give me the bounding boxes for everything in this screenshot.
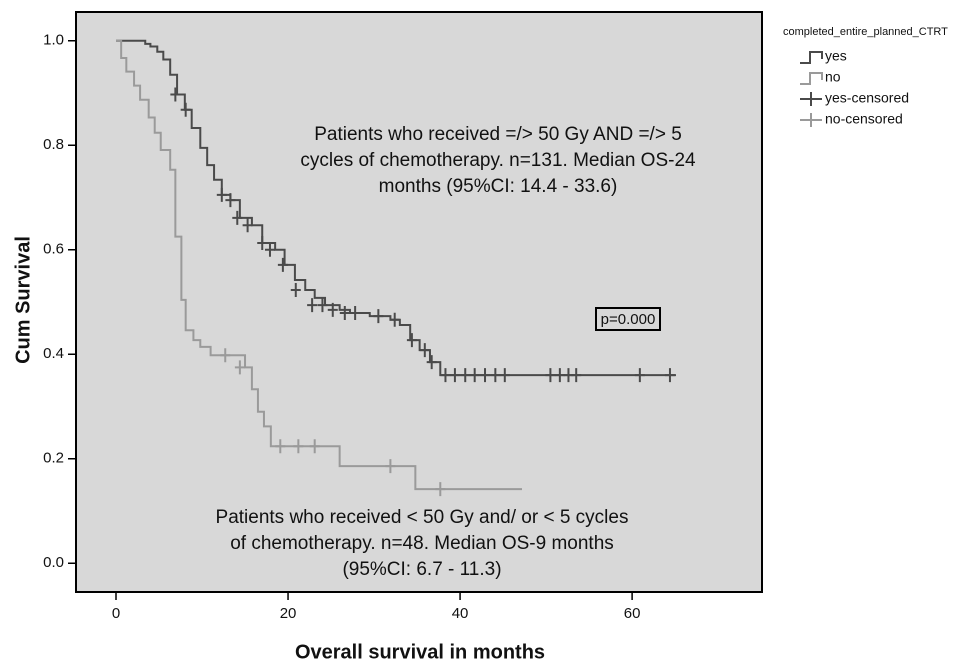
annotation: of chemotherapy. n=48. Median OS-9 month… [230,533,614,554]
censor-mark [180,102,191,117]
legend-symbol [800,51,823,64]
censor-mark [327,302,338,317]
censor-mark [225,193,236,208]
censor-mark [440,368,451,383]
censor-mark [317,298,328,313]
censor-mark [545,368,556,383]
plot-area [75,11,763,593]
p-box [595,307,661,331]
legend-title: completed_entire_planned_CTRT [783,26,948,38]
censor-mark [435,482,446,497]
legend-symbol [800,72,823,85]
annotation: cycles of chemotherapy. n=131. Median OS… [300,150,696,171]
y-tick-label: 0.4 [43,345,64,362]
y-tick-label: 0.6 [43,241,64,258]
censor-mark [406,333,417,348]
censor-mark [307,298,318,313]
x-tick-label: 40 [452,605,469,622]
censor-mark [554,368,565,383]
p-value: p=0.000 [601,311,656,328]
legend-symbol [800,92,822,106]
y-tick-label: 1.0 [43,32,64,49]
x-tick-label: 20 [280,605,297,622]
legend-label: no [825,69,841,85]
legend-label: yes [825,48,847,64]
censor-mark [480,368,491,383]
censor-mark [634,368,645,383]
x-tick-label: 0 [112,605,120,622]
censor-mark [216,187,227,202]
survival-curve [115,39,523,491]
y-tick-label: 0.8 [43,136,64,153]
censor-mark [469,368,480,383]
y-tick-label: 0.0 [43,554,64,571]
annotation: (95%CI: 6.7 - 11.3) [342,559,501,580]
x-axis-title: Overall survival in months [295,641,545,663]
censor-mark [419,343,430,358]
censor-mark [232,210,243,225]
annotation: Patients who received < 50 Gy and/ or < … [216,507,629,528]
x-tick-label: 60 [624,605,641,622]
legend-label: yes-censored [825,90,909,106]
legend-symbol [800,113,822,127]
censor-mark [664,368,675,383]
censor-mark [290,282,301,297]
censor-mark [373,309,384,324]
censor-mark [275,439,286,454]
censor-mark [490,368,501,383]
censor-mark [220,348,231,363]
y-axis-title: Cum Survival [12,236,34,364]
censor-mark [309,439,320,454]
y-tick-label: 0.2 [43,450,64,467]
censor-mark [257,235,268,250]
censor-mark [242,218,253,233]
annotation: Patients who received =/> 50 Gy AND =/> … [314,124,682,145]
censor-mark [389,312,400,327]
censor-mark [499,368,510,383]
censor-mark [571,368,582,383]
annotation: months (95%CI: 14.4 - 33.6) [379,176,618,197]
censor-mark [293,439,304,454]
censor-mark [426,355,437,370]
censor-mark [339,305,350,320]
censor-mark [449,368,460,383]
censor-mark [460,368,471,383]
censor-mark [170,87,181,102]
censor-mark [385,459,396,474]
censor-mark [234,360,245,375]
censor-mark [350,305,361,320]
censor-mark [264,242,275,257]
censor-mark [277,257,288,272]
legend-label: no-censored [825,111,903,127]
